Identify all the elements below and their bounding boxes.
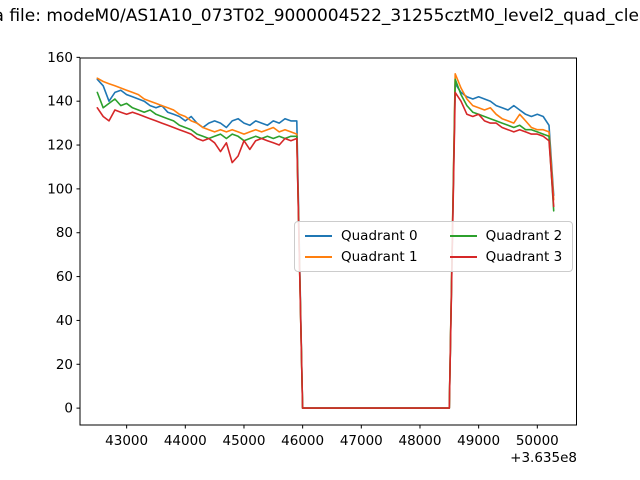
x-tick-label: 49000 xyxy=(457,433,500,449)
legend-label-quadrant-1: Quadrant 1 xyxy=(341,249,418,265)
legend-line-sample-quadrant-1 xyxy=(305,256,332,258)
y-tick-label: 140 xyxy=(47,94,73,110)
x-tick-label: 44000 xyxy=(164,433,207,449)
y-tick-label: 120 xyxy=(47,138,73,154)
x-axis-offset-label: +3.635e8 xyxy=(510,450,577,466)
y-tick-label: 60 xyxy=(56,269,73,285)
y-tick-label: 100 xyxy=(47,181,73,197)
chart-title-container: a file: modeM0/AS1A10_073T02_9000004522_… xyxy=(0,6,640,30)
chart-title: a file: modeM0/AS1A10_073T02_9000004522_… xyxy=(0,6,640,26)
legend-item-quadrant-0: Quadrant 0 xyxy=(305,228,418,244)
x-tick-label: 47000 xyxy=(340,433,383,449)
x-tick-label: 48000 xyxy=(398,433,441,449)
legend: Quadrant 0 Quadrant 2 Quadrant 1 Quadran… xyxy=(294,221,574,272)
legend-label-quadrant-2: Quadrant 2 xyxy=(485,228,563,244)
legend-item-quadrant-2: Quadrant 2 xyxy=(449,228,563,244)
axes-frame xyxy=(79,57,577,426)
y-tick-label: 80 xyxy=(56,225,73,241)
legend-line-sample-quadrant-3 xyxy=(449,256,477,258)
x-tick-label: 50000 xyxy=(516,433,559,449)
y-tick-label: 20 xyxy=(56,357,73,373)
legend-line-sample-quadrant-2 xyxy=(449,235,477,237)
legend-item-quadrant-1: Quadrant 1 xyxy=(305,249,418,265)
y-tick-label: 160 xyxy=(47,50,73,66)
x-tick-label: 46000 xyxy=(281,433,324,449)
y-tick-label: 0 xyxy=(64,401,73,417)
legend-item-quadrant-3: Quadrant 3 xyxy=(449,249,563,265)
y-tick-label: 40 xyxy=(56,313,73,329)
legend-label-quadrant-3: Quadrant 3 xyxy=(485,249,563,265)
legend-label-quadrant-0: Quadrant 0 xyxy=(341,228,418,244)
legend-line-sample-quadrant-0 xyxy=(305,235,332,237)
series-line-quadrant-3 xyxy=(96,91,555,409)
x-tick-label: 45000 xyxy=(222,433,265,449)
x-tick-label: 43000 xyxy=(105,433,148,449)
